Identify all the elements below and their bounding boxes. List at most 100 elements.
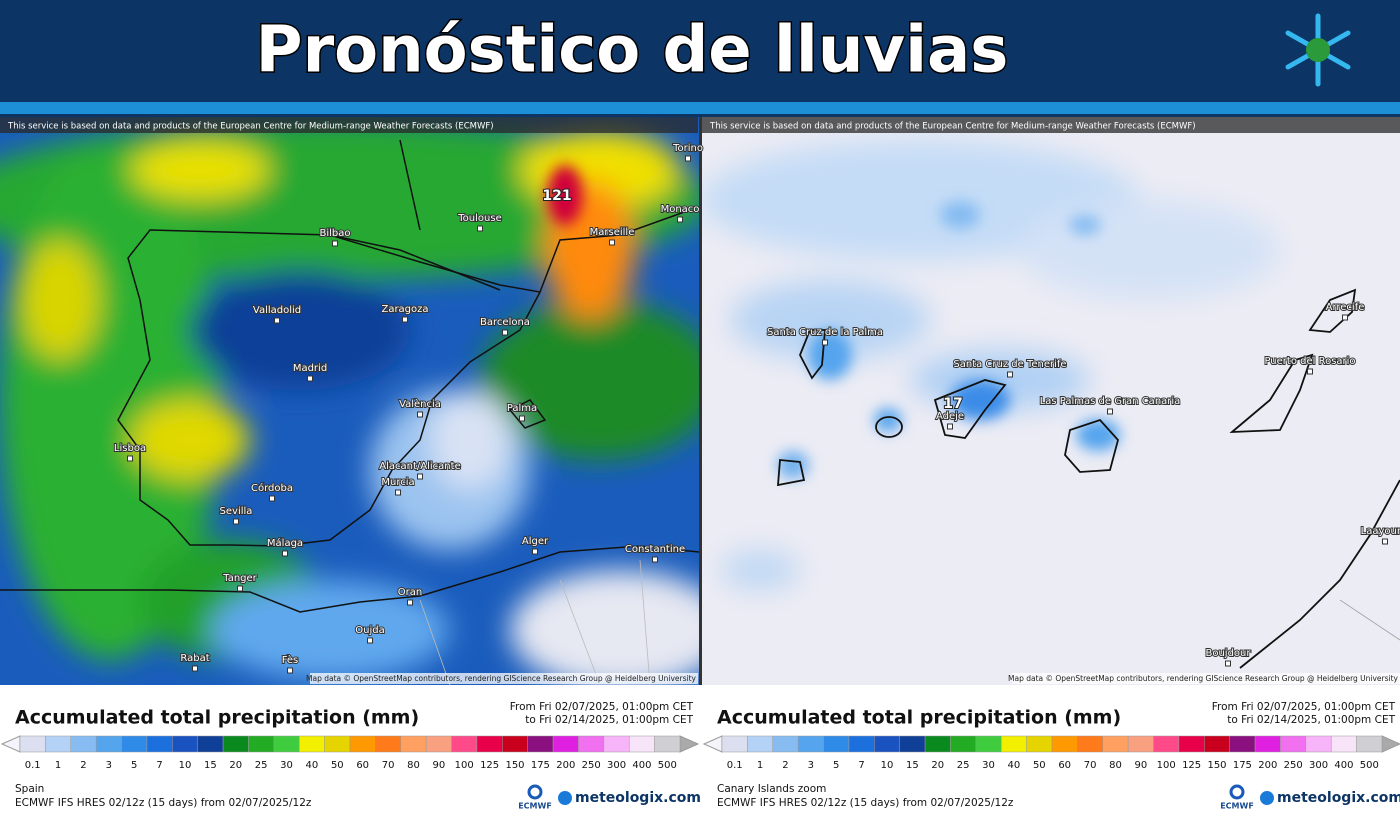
place-dot <box>233 518 239 525</box>
place-label: Puerto del Rosario <box>1264 356 1355 367</box>
legend-cell <box>823 735 850 753</box>
region-name: Spain <box>15 783 44 795</box>
legend-cell <box>1280 735 1307 753</box>
place-label: Laayoune <box>1361 526 1400 537</box>
legend-title: Accumulated total precipitation (mm) <box>717 707 1121 729</box>
notice-text: This service is based on data and produc… <box>709 122 1196 132</box>
page-title: Pronóstico de lluvias <box>256 14 1009 88</box>
legend-value: 20 <box>229 760 242 771</box>
legend-cell <box>146 735 173 753</box>
ecmwf-logo-mark <box>1229 784 1245 800</box>
place-label: Monaco <box>661 204 700 215</box>
place-label: Murcia <box>381 477 414 488</box>
place-dot <box>332 240 338 247</box>
place-label: Toulouse <box>457 213 501 224</box>
place-dot <box>402 316 408 323</box>
legend-cell <box>950 735 977 753</box>
legend-value: 0.1 <box>727 760 743 771</box>
legend-cell <box>400 735 427 753</box>
place-dot <box>1007 371 1013 378</box>
period-to: to Fri 02/14/2025, 01:00pm CET <box>1227 714 1395 726</box>
place-dot <box>417 411 423 418</box>
legend-cell <box>70 735 97 753</box>
legend-value: 300 <box>607 760 626 771</box>
site-logo: meteologix.com <box>575 790 701 806</box>
legend-cell <box>1229 735 1256 753</box>
legend-cell <box>552 735 579 753</box>
place-label: Oran <box>398 587 422 598</box>
place-label: Arrecife <box>1326 302 1365 313</box>
place-dot <box>477 225 483 232</box>
legend-cell <box>375 735 402 753</box>
legend-arrow-left <box>702 735 723 753</box>
legend-cell <box>924 735 951 753</box>
region-name: Canary Islands zoom <box>717 783 826 795</box>
place-dot <box>287 667 293 674</box>
legend-cell <box>1102 735 1129 753</box>
legend-cell <box>273 735 300 753</box>
legend-value: 175 <box>531 760 550 771</box>
legend-arrow-right <box>1381 735 1400 753</box>
place-dot <box>237 585 243 592</box>
legend-value: 30 <box>280 760 293 771</box>
legend-cell <box>451 735 478 753</box>
legend-value: 200 <box>556 760 575 771</box>
model-info: ECMWF IFS HRES 02/12z (15 days) from 02/… <box>15 797 312 809</box>
legend-cell <box>248 735 275 753</box>
legend-cell <box>349 735 376 753</box>
place-label: Oujda <box>355 625 384 636</box>
legend-cell <box>603 735 630 753</box>
legend-value: 60 <box>1058 760 1071 771</box>
max-label: 17 <box>943 396 962 412</box>
legend-value: 80 <box>1109 760 1122 771</box>
place-label: Córdoba <box>251 482 293 494</box>
place-label: Constantine <box>625 544 685 555</box>
legend-value: 500 <box>658 760 677 771</box>
legend-cell <box>797 735 824 753</box>
legend-value: 10 <box>179 760 192 771</box>
legend-cell <box>527 735 554 753</box>
place-label: Santa Cruz de la Palma <box>767 327 883 338</box>
legend-value: 2 <box>80 760 86 771</box>
period-from: From Fri 02/07/2025, 01:00pm CET <box>510 701 694 713</box>
header-stripe <box>0 102 1400 114</box>
ecmwf-logo: ECMWF <box>1220 802 1254 811</box>
place-label: Marseille <box>590 227 635 238</box>
legend-cell <box>654 735 681 753</box>
legend-value: 7 <box>858 760 864 771</box>
legend-cell <box>298 735 325 753</box>
ecmwf-logo: ECMWF <box>518 802 552 811</box>
legend-value: 50 <box>1033 760 1046 771</box>
legend-cell <box>1178 735 1205 753</box>
place-label: Palma <box>507 403 537 414</box>
legend-cell <box>476 735 503 753</box>
map-spain <box>0 117 699 685</box>
legend-value: 150 <box>505 760 524 771</box>
legend-value: 15 <box>906 760 919 771</box>
legend-value: 20 <box>931 760 944 771</box>
map-canary <box>702 117 1400 685</box>
legend-value: 15 <box>204 760 217 771</box>
place-dot <box>269 495 275 502</box>
legend-value: 200 <box>1258 760 1277 771</box>
legend-cell <box>578 735 605 753</box>
legend-cell <box>121 735 148 753</box>
notice-text: This service is based on data and produc… <box>7 122 494 132</box>
attribution-text: Map data © OpenStreetMap contributors, r… <box>1008 674 1399 683</box>
place-label: Alacant/Alicante <box>379 461 460 472</box>
place-dot <box>532 548 538 555</box>
model-info: ECMWF IFS HRES 02/12z (15 days) from 02/… <box>717 797 1014 809</box>
legend-value: 0.1 <box>25 760 41 771</box>
legend-cell <box>502 735 528 753</box>
period-to: to Fri 02/14/2025, 01:00pm CET <box>525 714 693 726</box>
place-dot <box>685 155 691 162</box>
place-dot <box>1307 368 1313 375</box>
place-dot <box>307 375 313 382</box>
legend-value: 250 <box>582 760 601 771</box>
legend-value: 400 <box>632 760 651 771</box>
legend-arrow-right <box>679 735 700 753</box>
legend-cell <box>1254 735 1281 753</box>
place-label: Valladolid <box>253 305 301 316</box>
place-label: Rabat <box>180 653 209 664</box>
